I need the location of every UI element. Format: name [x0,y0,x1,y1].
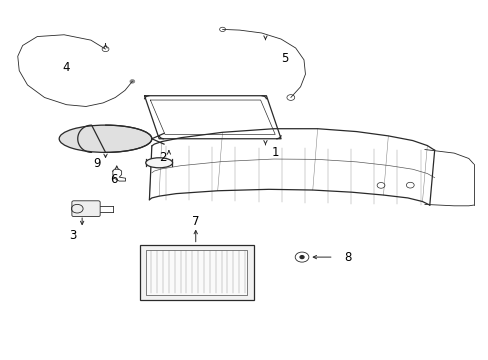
Text: 7: 7 [192,215,199,228]
Ellipse shape [59,125,152,152]
Text: 2: 2 [159,150,166,163]
Text: 4: 4 [62,60,70,73]
Bar [146,249,247,295]
Text: 6: 6 [110,173,117,186]
Text: 3: 3 [69,229,77,242]
Circle shape [130,80,135,83]
Text: 1: 1 [271,146,278,159]
Circle shape [300,256,304,258]
Ellipse shape [145,158,172,168]
Bar [140,244,254,300]
Text: 8: 8 [344,251,351,264]
FancyBboxPatch shape [72,201,100,217]
Text: 9: 9 [93,157,101,170]
Text: 5: 5 [280,51,287,64]
